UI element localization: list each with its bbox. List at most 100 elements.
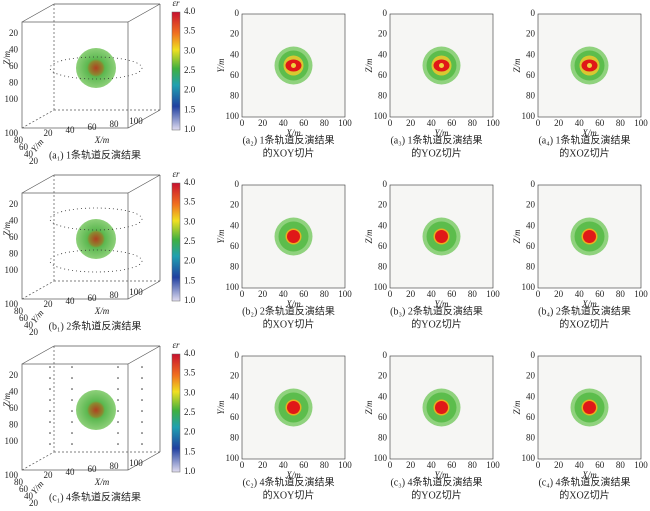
colorbar-tick-label: 4.0 <box>184 348 196 358</box>
y-tick-label: 60 <box>378 412 388 422</box>
colorbar-tick-label: 1.0 <box>184 466 196 476</box>
slice-core-hole <box>587 63 592 68</box>
x-tick-label: 40 <box>279 289 289 299</box>
colorbar <box>171 353 181 473</box>
x-tick-label: 60 <box>595 289 605 299</box>
z-tick-label: 40 <box>9 216 19 226</box>
y-axis-label: Z/m <box>512 58 522 73</box>
x-tick-label: 60 <box>299 460 309 470</box>
orbit-point <box>71 443 73 445</box>
x-tick-label: 80 <box>320 118 330 128</box>
orbit-point <box>117 388 119 390</box>
caption: (b₃) 2条轨道反演结果 <box>390 304 483 317</box>
x-axis-label: X/m <box>581 470 597 480</box>
y-tick-label: 80 <box>14 306 24 316</box>
x-axis-label: X/m <box>285 128 301 138</box>
colorbar-tick-label: 3.5 <box>184 197 196 207</box>
x-tick-label: 100 <box>338 289 352 299</box>
caption: (b₁) 2条轨道反演结果 <box>49 319 142 332</box>
caption: 的XOZ切片 <box>559 488 610 501</box>
anomaly-sphere <box>76 48 116 88</box>
colorbar <box>171 11 181 131</box>
orbit-point <box>71 432 73 434</box>
y-tick-label: 40 <box>526 391 536 401</box>
x-tick-label: 80 <box>616 460 626 470</box>
z-axis-label: Z/m <box>2 393 12 408</box>
x-tick-label: 20 <box>554 289 564 299</box>
x-tick-label: 0 <box>536 118 541 128</box>
x-tick-label: 80 <box>616 289 626 299</box>
caption: 的XOY切片 <box>263 317 315 330</box>
orbit-point <box>49 399 51 401</box>
y-tick-label: 20 <box>230 200 240 210</box>
z-tick-label: 60 <box>9 232 19 242</box>
caption: (c₁) 4条轨道反演结果 <box>49 490 141 503</box>
y-tick-label: 60 <box>526 70 536 80</box>
orbit-point <box>141 443 143 445</box>
y-tick-label: 40 <box>378 391 388 401</box>
orbit-point <box>141 432 143 434</box>
x-tick-label: 40 <box>66 296 76 306</box>
y-tick-label: 60 <box>378 241 388 251</box>
colorbar-label: εr <box>172 169 180 179</box>
x-tick-label: 60 <box>299 289 309 299</box>
z-tick-label: 40 <box>9 387 19 397</box>
box-edge <box>21 451 55 471</box>
x-axis-label: Y/m <box>434 299 449 309</box>
z-tick-label: 100 <box>5 94 19 104</box>
x-tick-label: 100 <box>486 460 500 470</box>
x-tick-label: 20 <box>258 289 268 299</box>
x-tick-label: 0 <box>240 289 245 299</box>
slice-core <box>287 230 300 243</box>
colorbar-tick-label: 4.0 <box>184 6 196 16</box>
orbit-point <box>141 410 143 412</box>
x-axis-label: X/m <box>285 470 301 480</box>
orbit-point <box>117 377 119 379</box>
x-tick-label: 80 <box>468 460 478 470</box>
colorbar-tick-label: 1.0 <box>184 124 196 134</box>
orbit-point <box>141 399 143 401</box>
x-tick-label: 80 <box>468 289 478 299</box>
y-tick-label: 80 <box>14 477 24 487</box>
z-tick-label: 80 <box>9 249 19 259</box>
y-tick-label: 0 <box>383 179 388 189</box>
x-axis-label: X/m <box>94 135 110 145</box>
x-tick-label: 100 <box>338 460 352 470</box>
caption: (a₂) 1条轨道反演结果 <box>242 133 334 146</box>
y-tick-label: 40 <box>24 491 34 501</box>
y-tick-label: 100 <box>226 453 240 463</box>
z-axis-label: Z/m <box>2 222 12 237</box>
x-tick-label: 20 <box>406 460 416 470</box>
z-tick-label: 100 <box>5 436 19 446</box>
y-tick-label: 0 <box>235 8 240 18</box>
box-edge <box>21 345 55 365</box>
y-tick-label: 20 <box>526 200 536 210</box>
y-axis-label: Z/m <box>364 229 374 244</box>
x-axis-label: X/m <box>94 477 110 487</box>
orbit-point <box>71 421 73 423</box>
orbit-point <box>141 366 143 368</box>
orbit-point <box>49 410 51 412</box>
y-tick-label: 40 <box>24 320 34 330</box>
colorbar-tick-label: 2.0 <box>184 427 196 437</box>
colorbar-label: εr <box>172 0 180 8</box>
x-tick-label: 80 <box>110 119 120 129</box>
colorbar-tick-label: 4.0 <box>184 177 196 187</box>
slice-core-hole <box>439 63 444 68</box>
slice-core <box>287 401 300 414</box>
caption: (c₄) 4条轨道反演结果 <box>538 475 630 488</box>
orbit <box>49 56 143 80</box>
x-tick-label: 100 <box>486 289 500 299</box>
box-face <box>21 363 129 471</box>
x-tick-label: 0 <box>388 460 393 470</box>
y-tick-label: 80 <box>526 261 536 271</box>
box-edge <box>127 280 161 300</box>
y-tick-label: 80 <box>230 90 240 100</box>
x-axis-label: X/m <box>94 306 110 316</box>
y-tick-label: 100 <box>522 111 536 121</box>
caption: (c₂) 4条轨道反演结果 <box>242 475 334 488</box>
orbit-point <box>49 388 51 390</box>
caption: 的YOZ切片 <box>411 146 462 159</box>
y-tick-label: 20 <box>29 156 39 166</box>
x-tick-label: 100 <box>486 118 500 128</box>
